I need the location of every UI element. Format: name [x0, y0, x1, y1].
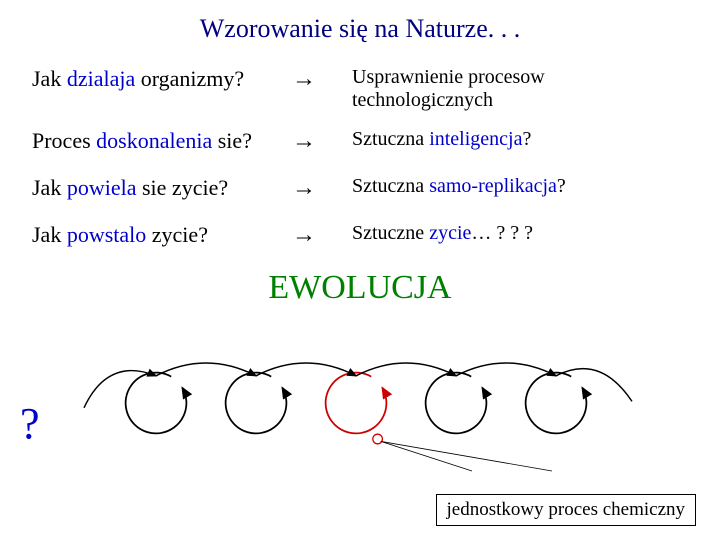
- keyword: powiela: [67, 175, 137, 200]
- table-row: Jak powstalo zycie? → Sztuczne zycie… ? …: [32, 216, 692, 263]
- left-cell: Jak powstalo zycie?: [32, 222, 292, 248]
- question-mark: ?: [20, 398, 40, 449]
- text: Jak: [32, 66, 67, 91]
- text: … ? ? ?: [471, 222, 533, 244]
- table-row: Jak dzialaja organizmy? → Usprawnienie p…: [32, 60, 692, 126]
- keyword: powstalo: [67, 222, 146, 247]
- text: Sztuczne: [352, 222, 429, 244]
- text: technologicznych: [352, 89, 493, 111]
- evolution-heading: EWOLUCJA: [0, 269, 720, 307]
- keyword: zycie: [429, 222, 471, 244]
- text: zycie?: [146, 222, 208, 247]
- text: Sztuczna: [352, 175, 429, 197]
- right-cell: Sztuczna inteligencja?: [352, 128, 692, 151]
- right-cell: Sztuczna samo-replikacja?: [352, 175, 692, 198]
- text: sie zycie?: [136, 175, 228, 200]
- text: Usprawnienie procesow: [352, 66, 545, 88]
- left-cell: Jak powiela sie zycie?: [32, 175, 292, 201]
- arrow-icon: →: [292, 222, 352, 249]
- arrow-icon: →: [292, 66, 352, 93]
- text: Jak: [32, 175, 67, 200]
- arrow-icon: →: [292, 128, 352, 155]
- text: organizmy?: [135, 66, 244, 91]
- text: ?: [557, 175, 566, 197]
- text: Jak: [32, 222, 67, 247]
- table-row: Jak powiela sie zycie? → Sztuczna samo-r…: [32, 169, 692, 216]
- keyword: doskonalenia: [96, 128, 212, 153]
- right-cell: Usprawnienie procesow technologicznych: [352, 66, 692, 112]
- mapping-table: Jak dzialaja organizmy? → Usprawnienie p…: [0, 60, 720, 263]
- keyword: inteligencja: [429, 128, 522, 150]
- page-title: Wzorowanie się na Naturze. . .: [0, 0, 720, 60]
- text: ?: [522, 128, 531, 150]
- keyword: dzialaja: [67, 66, 135, 91]
- left-cell: Proces doskonalenia sie?: [32, 128, 292, 154]
- text: Proces: [32, 128, 96, 153]
- arrow-icon: →: [292, 175, 352, 202]
- right-cell: Sztuczne zycie… ? ? ?: [352, 222, 692, 245]
- caption-box: jednostkowy proces chemiczny: [436, 494, 696, 526]
- cycle-diagram: [0, 335, 720, 495]
- text: sie?: [212, 128, 252, 153]
- table-row: Proces doskonalenia sie? → Sztuczna inte…: [32, 126, 692, 169]
- text: Sztuczna: [352, 128, 429, 150]
- keyword: samo-replikacja: [429, 175, 557, 197]
- left-cell: Jak dzialaja organizmy?: [32, 66, 292, 92]
